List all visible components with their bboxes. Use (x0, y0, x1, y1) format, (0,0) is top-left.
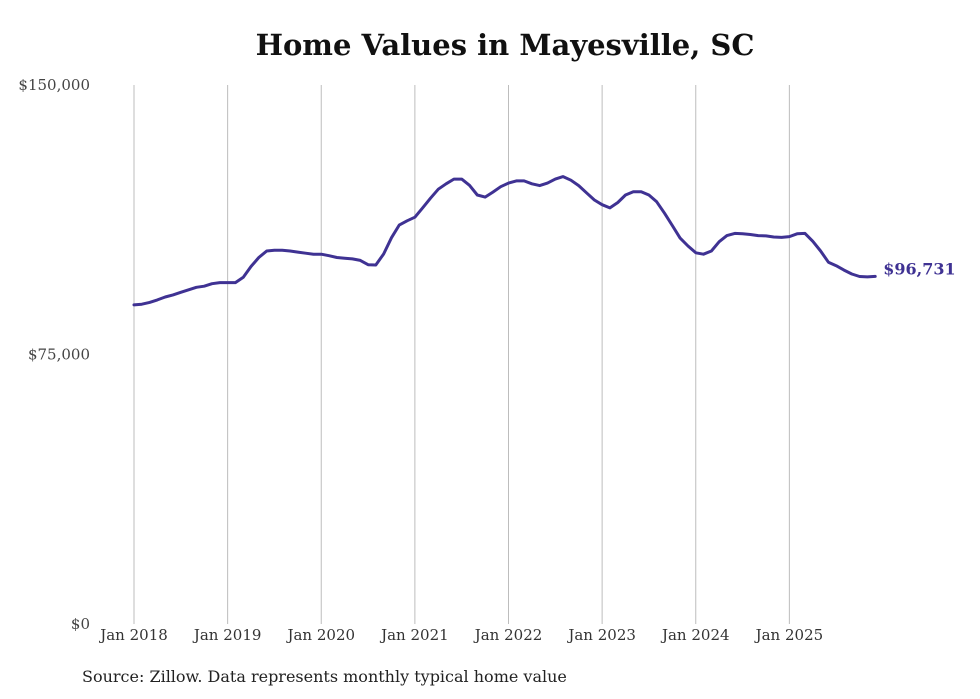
x-tick-label: Jan 2019 (192, 626, 262, 644)
y-tick-label: $75,000 (28, 346, 90, 364)
end-value-label: $96,731 (883, 259, 955, 278)
series-line (132, 175, 877, 307)
x-tick-label: Jan 2024 (660, 626, 730, 644)
series-layer: $96,731 (132, 175, 956, 307)
x-tick-label: Jan 2021 (379, 626, 449, 644)
y-tick-label: $150,000 (18, 76, 90, 94)
x-tick-label: Jan 2020 (285, 626, 355, 644)
x-axis: Jan 2018 Jan 2019 Jan 2020 Jan 2021 Jan 2022… (98, 626, 823, 644)
x-tick-label: Jan 2023 (566, 626, 636, 644)
y-tick-label: $0 (71, 615, 90, 633)
chart-title: Home Values in Mayesville, SC (255, 28, 755, 62)
source-note: Source: Zillow. Data represents monthly … (82, 667, 567, 686)
x-tick-label: Jan 2025 (754, 626, 824, 644)
x-tick-label: Jan 2022 (473, 626, 543, 644)
grid-lines (133, 85, 790, 624)
y-axis: $0 $75,000 $150,000 (18, 76, 90, 633)
x-tick-label: Jan 2018 (98, 626, 168, 644)
